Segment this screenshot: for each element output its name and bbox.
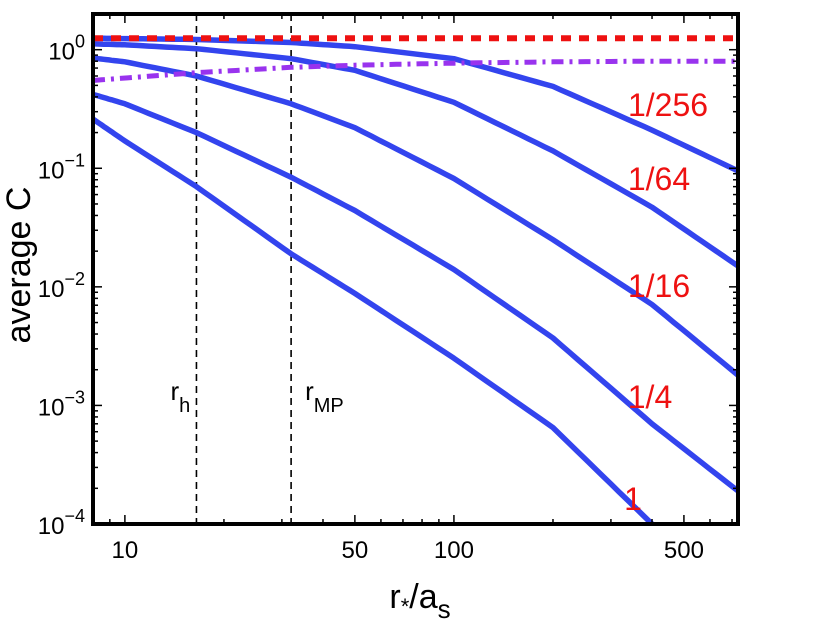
x-axis-title: r*/as bbox=[389, 578, 450, 624]
series-label: 1 bbox=[624, 481, 642, 517]
y-tick-label: 10−3 bbox=[38, 387, 85, 421]
series-line bbox=[93, 91, 738, 494]
curve-labels: 1 1/4 1/16 1/64 1/256 bbox=[624, 87, 708, 517]
plot-frame bbox=[91, 12, 740, 526]
x-tick-label: 50 bbox=[342, 537, 369, 564]
reference-line-label: rh bbox=[170, 376, 190, 417]
dashdot-series-line bbox=[93, 58, 738, 83]
data-curves bbox=[93, 35, 738, 524]
series-label: 1/4 bbox=[628, 379, 672, 415]
axis-ticks: 10 50 100 500 100 10−1 10−2 10−3 10−4 bbox=[38, 13, 738, 564]
series-line bbox=[93, 41, 738, 269]
y-axis-title: average C bbox=[0, 187, 38, 344]
series-line bbox=[93, 55, 738, 378]
y-tick-label: 10−4 bbox=[38, 506, 85, 540]
y-tick-label: 100 bbox=[48, 32, 85, 66]
x-tick-label: 10 bbox=[112, 537, 139, 564]
reference-lines: rh rMP bbox=[170, 14, 344, 524]
series-line bbox=[93, 116, 654, 524]
x-tick-label: 500 bbox=[664, 537, 704, 564]
series-label: 1/256 bbox=[628, 87, 708, 123]
y-tick-label: 10−1 bbox=[38, 150, 85, 184]
series-label: 1/16 bbox=[628, 268, 690, 304]
reference-line-label: rMP bbox=[305, 376, 344, 417]
x-tick-label: 100 bbox=[434, 537, 474, 564]
series-label: 1/64 bbox=[628, 161, 690, 197]
y-tick-label: 10−2 bbox=[38, 269, 85, 303]
